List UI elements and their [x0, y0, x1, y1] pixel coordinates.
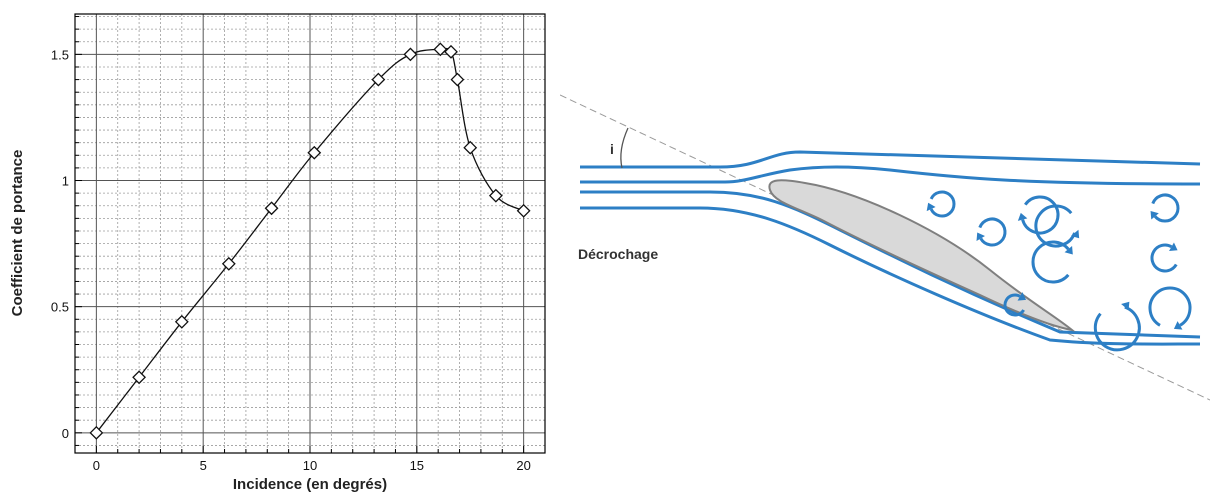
vortex-arrowhead: [1169, 242, 1178, 251]
data-point-diamond: [89, 425, 104, 440]
series-layer: [89, 42, 531, 440]
vortex-arrow: [1021, 195, 1060, 235]
y-tick-label: 0.5: [51, 300, 69, 315]
vortex-arrowhead: [1017, 292, 1027, 301]
vortex-arrow: [1093, 305, 1141, 352]
vortex-arrowhead: [976, 232, 985, 241]
streamline-upper-1: [580, 150, 1201, 169]
streamline-lower-2: [580, 206, 1201, 346]
data-point-diamond: [403, 47, 418, 62]
data-point-diamond: [450, 72, 465, 87]
data-point-diamond: [371, 72, 386, 87]
y-axis-title: Coefficient de portance: [9, 150, 26, 317]
vortex-arrow: [1148, 286, 1192, 327]
data-point-diamond: [463, 140, 478, 155]
incidence-angle-label: i: [610, 141, 614, 157]
stall-label: Décrochage: [578, 246, 658, 262]
data-point-diamond: [264, 201, 279, 216]
data-point-diamond: [174, 314, 189, 329]
x-tick-label: 10: [303, 458, 317, 473]
stall-diagram: i Décrochage: [560, 94, 1210, 401]
chord-line: [560, 94, 1210, 401]
vortex-arrowhead: [1070, 229, 1080, 239]
data-point-diamond: [516, 203, 531, 218]
vortex-arrow: [1150, 243, 1178, 273]
vortex-arrow: [978, 217, 1007, 247]
grid: [74, 14, 546, 453]
vortex-arrowhead: [1017, 212, 1028, 221]
x-axis-title: Incidence (en degrés): [233, 476, 387, 493]
vortex-arrow: [929, 190, 956, 218]
x-tick-label: 20: [516, 458, 530, 473]
vortex-arrow: [1151, 193, 1180, 223]
vortex-group: [926, 190, 1192, 352]
lift-coefficient-chart: 0 5 10 15 20 00.511.5 Incidence (en degrés) …: [9, 13, 546, 493]
y-tick-label: 1.5: [51, 47, 69, 62]
vortex-arrow: [1034, 204, 1077, 248]
airfoil: [768, 179, 1076, 332]
vortex-arrowhead: [1121, 301, 1130, 311]
x-tick-label: 15: [410, 458, 424, 473]
axis-ticks: [74, 16, 546, 453]
streamline-upper-2: [580, 165, 1201, 186]
vortex-arrow: [1031, 240, 1070, 284]
data-point-diamond: [488, 188, 503, 203]
y-tick-labels: 0 0.5 1 1.5: [51, 47, 69, 440]
vortex-arrow: [1003, 293, 1025, 317]
x-tick-label: 0: [93, 458, 100, 473]
vortex-arrowhead: [926, 202, 936, 212]
incidence-angle-arc: [620, 127, 629, 169]
vortex-arrowhead: [1173, 321, 1183, 330]
data-point-diamond: [132, 370, 147, 385]
vortex-arrowhead: [1064, 245, 1073, 255]
data-point-diamond: [221, 256, 236, 271]
data-point-diamond: [307, 145, 322, 160]
y-tick-label: 0: [62, 426, 69, 441]
data-point-diamond: [433, 42, 448, 57]
vortex-arrowhead: [1150, 210, 1159, 220]
x-tick-label: 5: [200, 458, 207, 473]
x-tick-labels: 0 5 10 15 20: [93, 458, 531, 473]
data-point-diamond: [444, 44, 458, 59]
y-tick-label: 1: [62, 174, 69, 189]
